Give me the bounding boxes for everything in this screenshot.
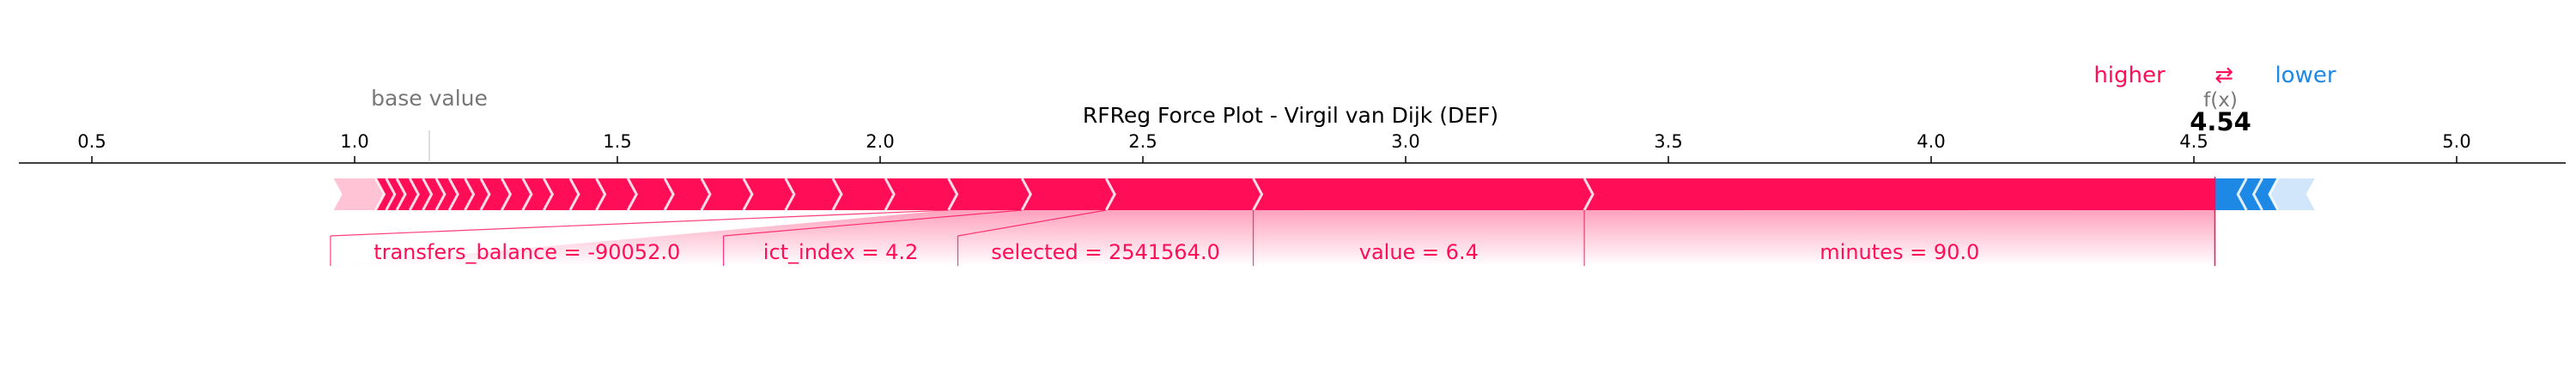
- positive-force-segment: [701, 178, 752, 210]
- positive-force-segment: [480, 178, 511, 210]
- chart-title: RFReg Force Plot - Virgil van Dijk (DEF): [1083, 103, 1498, 128]
- positive-force-segment: [665, 178, 710, 210]
- positive-force-segment: [596, 178, 637, 210]
- legend-lower: lower: [2275, 63, 2336, 88]
- feature-connector-area: [1584, 210, 2215, 266]
- feature-connector-area: [723, 210, 1107, 266]
- segment-separator: [543, 178, 555, 211]
- x-tick-label: 5.0: [2442, 131, 2470, 152]
- positive-force-segment: [785, 178, 841, 210]
- feature-label: minutes = 90.0: [1820, 240, 1979, 264]
- negative-force-segment: [2269, 178, 2315, 210]
- positive-force-segment: [885, 178, 957, 210]
- base-value-label: base value: [371, 86, 488, 111]
- segment-separator: [595, 178, 607, 211]
- positive-force-segment: [333, 178, 385, 210]
- positive-force-segment: [1022, 178, 1115, 210]
- positive-force-segment: [569, 178, 605, 210]
- negative-force-segment: [2238, 178, 2263, 210]
- x-tick-label: 4.0: [1917, 131, 1945, 152]
- segment-separator: [1020, 178, 1032, 211]
- segment-separator: [408, 178, 420, 211]
- x-tick-label: 1.5: [603, 131, 631, 152]
- segment-separator: [395, 178, 407, 211]
- positive-force-segment: [449, 178, 474, 210]
- x-axis-ticks: 0.5 1.0 1.5 2.0 2.5 3.0 3.5 4.0 4.5 5.0: [77, 131, 2471, 163]
- x-tick-label: 2.0: [866, 131, 894, 152]
- segment-separator: [2236, 178, 2248, 211]
- positive-force-segment: [1106, 178, 1262, 210]
- segment-separator: [663, 178, 675, 211]
- segment-separator: [884, 178, 896, 211]
- segment-separator: [568, 178, 580, 211]
- segment-separator: [374, 178, 386, 211]
- segment-separator: [1104, 178, 1116, 211]
- force-bars: [333, 177, 2315, 266]
- x-tick-label: 4.5: [2179, 131, 2208, 152]
- positive-force-segment: [1253, 178, 1594, 210]
- feature-labels: minutes = 90.0 value = 6.4 selected = 2541…: [374, 240, 1979, 264]
- segment-separator: [831, 178, 843, 211]
- feature-label: transfers_balance = -90052.0: [374, 240, 680, 264]
- segment-separator: [434, 178, 447, 211]
- segment-separator: [1583, 178, 1595, 211]
- segment-separator: [626, 178, 638, 211]
- segment-separator: [2251, 178, 2263, 211]
- negative-force-segment: [2215, 178, 2247, 210]
- positive-force-segment: [628, 178, 674, 210]
- segment-separator: [385, 178, 397, 211]
- segment-separator: [464, 178, 476, 211]
- positive-force-segment: [522, 178, 553, 210]
- feature-connector-area: [1253, 210, 1585, 266]
- segment-separator: [2268, 178, 2280, 211]
- positive-force-segment: [501, 178, 532, 210]
- segment-separator: [447, 178, 459, 211]
- feature-label: ict_index = 4.2: [763, 240, 918, 264]
- x-tick-label: 0.5: [77, 131, 106, 152]
- x-tick-label: 3.5: [1654, 131, 1682, 152]
- positive-force-segment: [948, 178, 1031, 210]
- feature-label: selected = 2541564.0: [991, 240, 1219, 264]
- segment-separator: [784, 178, 796, 211]
- output-label: f(x): [2203, 89, 2238, 112]
- positive-force-segment: [544, 178, 579, 210]
- feature-connector-area: [957, 210, 1254, 266]
- positive-force-segment: [1584, 178, 2215, 210]
- positive-force-segment: [832, 178, 895, 210]
- feature-connectors: [330, 209, 2215, 266]
- feature-label: value = 6.4: [1359, 240, 1479, 264]
- negative-force-segment: [2253, 178, 2278, 210]
- segment-separator: [742, 178, 754, 211]
- x-tick-label: 3.0: [1391, 131, 1419, 152]
- segment-separator: [947, 178, 959, 211]
- segment-separator: [700, 178, 712, 211]
- x-tick-label: 1.0: [340, 131, 368, 152]
- segment-separator: [1252, 178, 1264, 211]
- segment-separator: [501, 178, 513, 211]
- feature-connector-line: [330, 209, 949, 237]
- output-value: 4.54: [2190, 107, 2251, 136]
- segment-separator: [422, 178, 434, 211]
- segment-separator: [479, 178, 491, 211]
- segment-separator: [521, 178, 533, 211]
- legend-higher: higher: [2093, 63, 2166, 88]
- positive-force-segment: [743, 178, 794, 210]
- x-tick-label: 2.5: [1128, 131, 1157, 152]
- legend-arrow-icon: ⇄: [2215, 63, 2233, 88]
- feature-connector-area: [330, 210, 1023, 266]
- positive-force-segment: [465, 178, 489, 210]
